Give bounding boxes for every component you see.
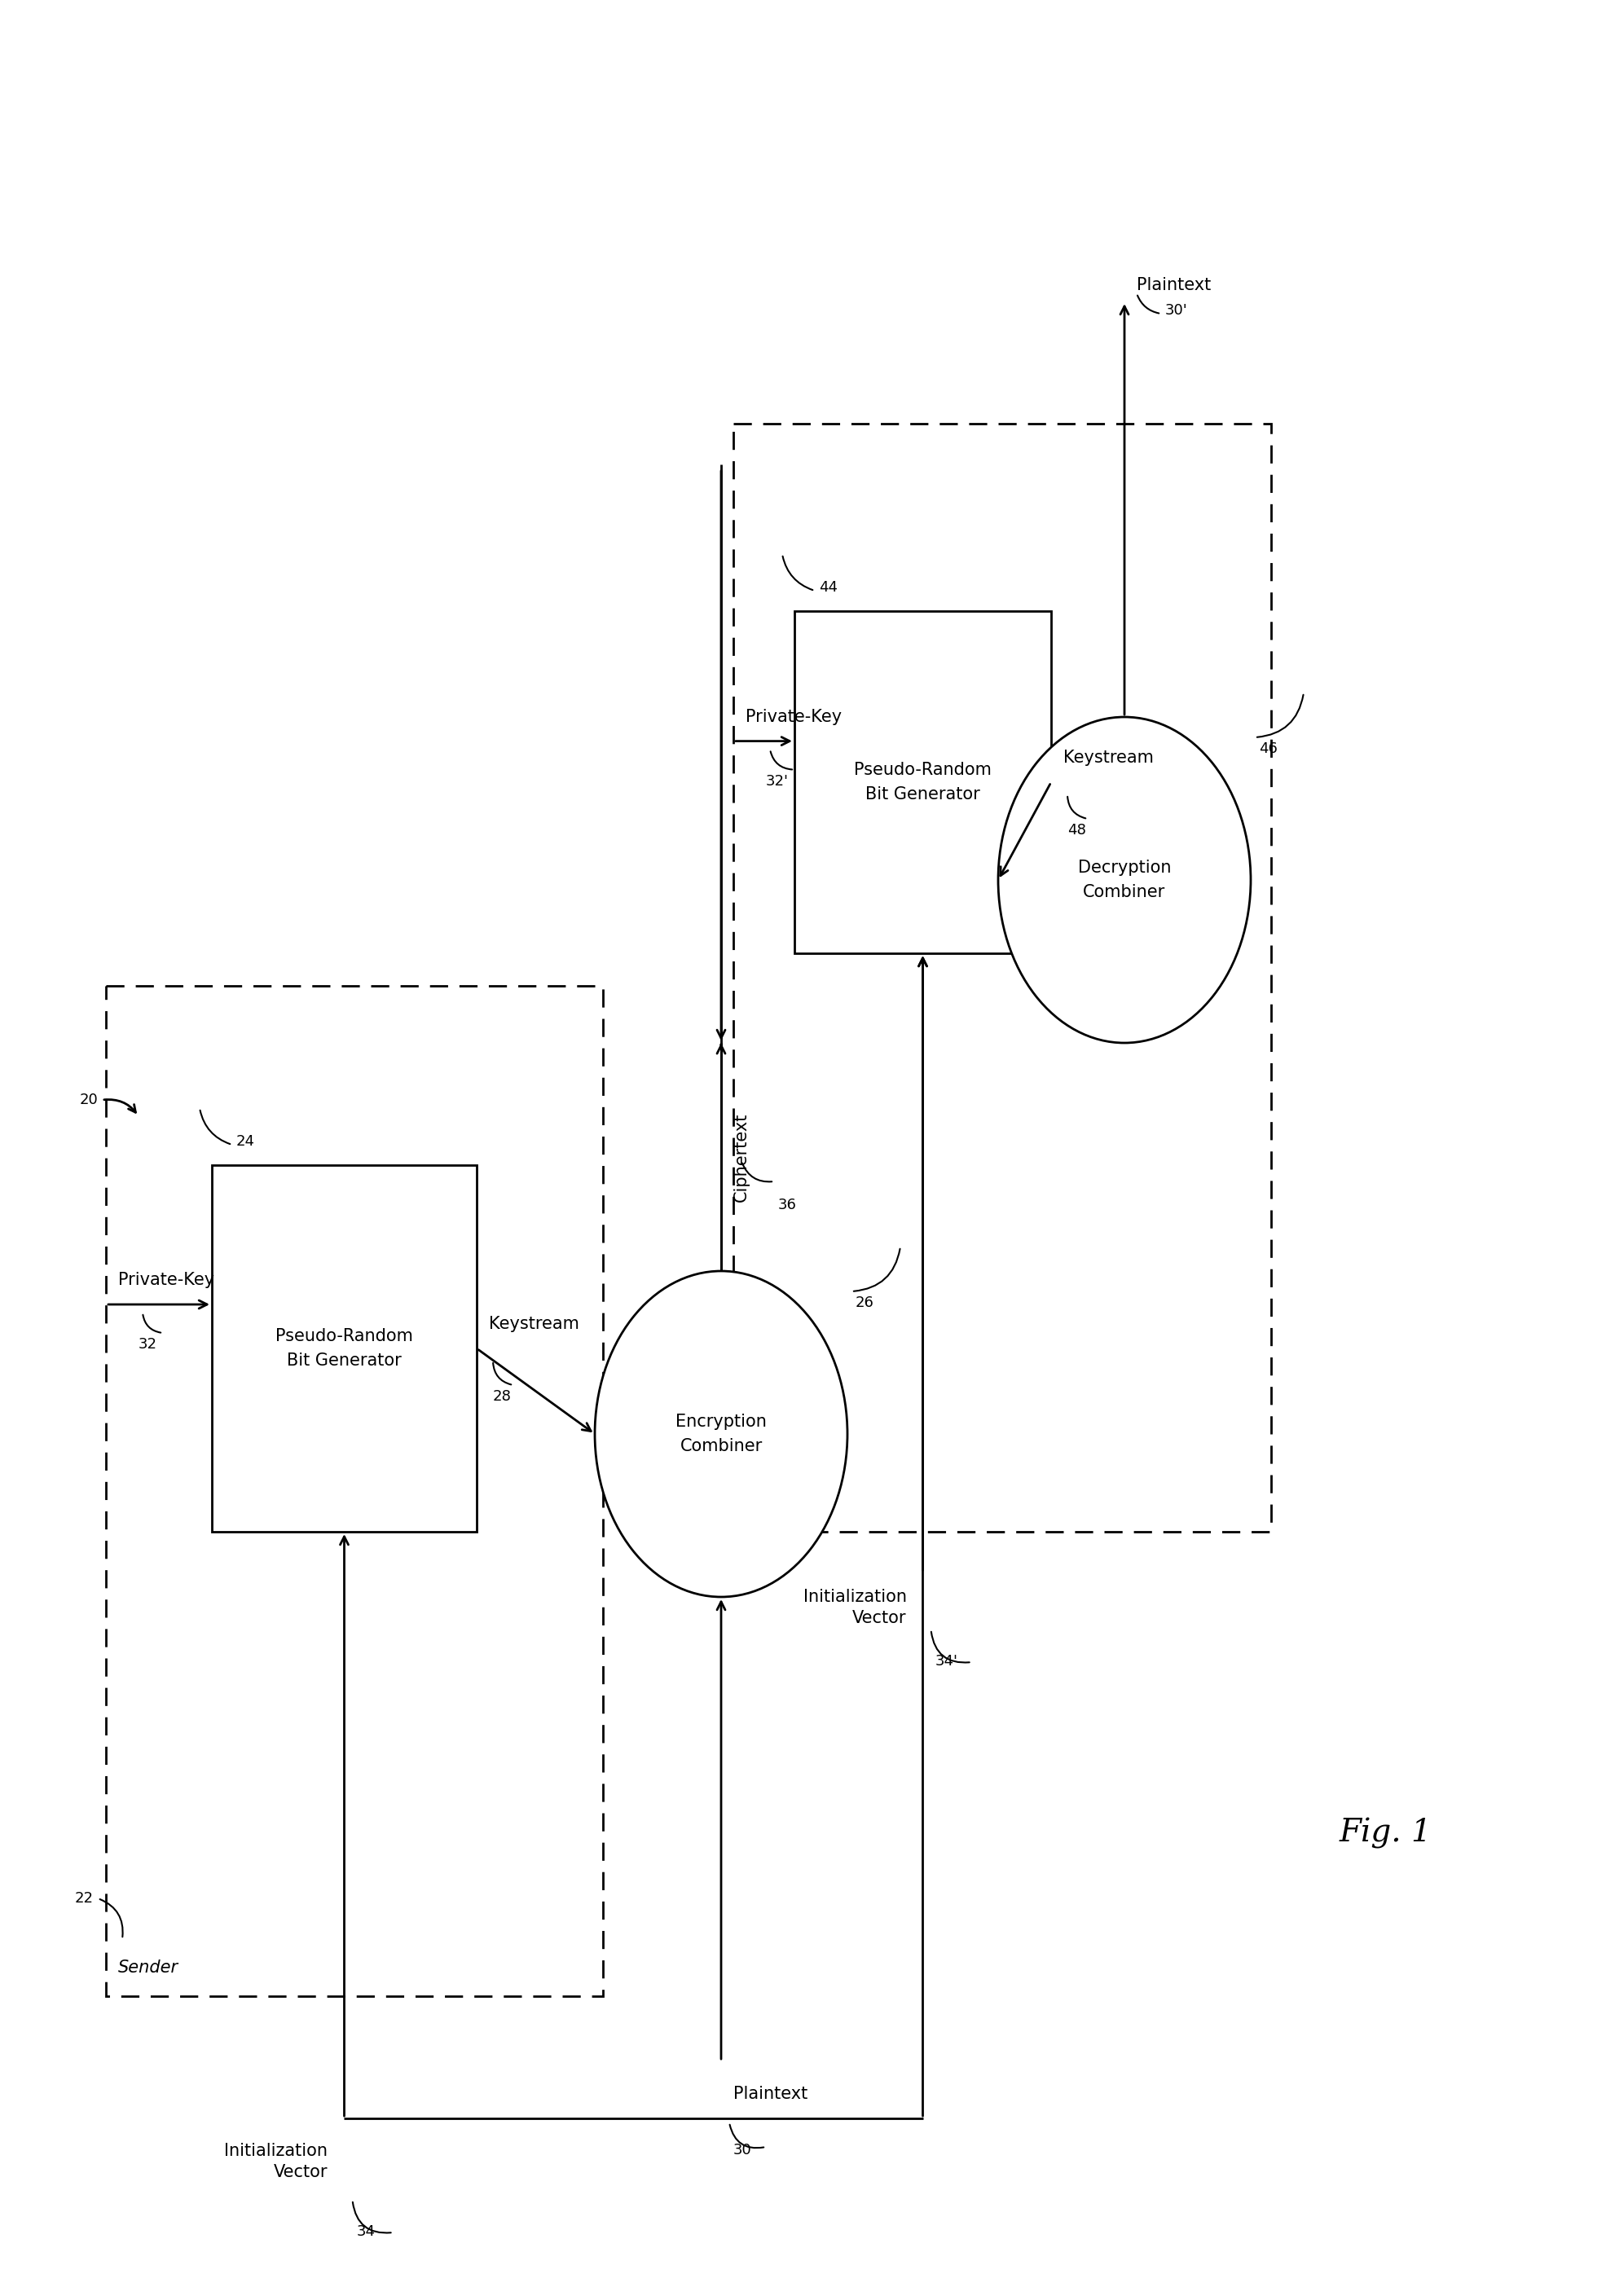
Text: 20: 20: [79, 1093, 98, 1107]
Text: Decryption
Combiner: Decryption Combiner: [1078, 859, 1171, 900]
Text: 42: 42: [702, 1426, 721, 1442]
Text: 32: 32: [138, 1336, 157, 1352]
Ellipse shape: [594, 1272, 848, 1598]
Text: Private-Key: Private-Key: [745, 709, 842, 726]
Text: Encryption
Combiner: Encryption Combiner: [676, 1414, 766, 1453]
Text: Keystream: Keystream: [1063, 748, 1153, 767]
Text: 26: 26: [856, 1295, 874, 1311]
Text: Pseudo-Random
Bit Generator: Pseudo-Random Bit Generator: [276, 1327, 413, 1368]
Text: Plaintext: Plaintext: [1137, 278, 1211, 294]
Text: 28: 28: [493, 1389, 512, 1403]
Text: Ciphertext: Ciphertext: [734, 1111, 750, 1201]
Text: Private-Key: Private-Key: [119, 1272, 214, 1288]
Text: Receiver: Receiver: [745, 1495, 821, 1511]
Text: 46: 46: [1259, 742, 1277, 755]
Text: 34': 34': [935, 1653, 957, 1669]
Text: 44: 44: [819, 581, 838, 595]
Text: Fig. 1: Fig. 1: [1339, 1818, 1431, 1848]
Text: 22: 22: [75, 1892, 93, 1906]
Text: 24: 24: [236, 1134, 255, 1148]
Text: 32': 32': [766, 774, 789, 788]
Text: 34: 34: [357, 2225, 376, 2239]
Text: Initialization
Vector: Initialization Vector: [803, 1589, 906, 1626]
Text: 30: 30: [734, 2142, 752, 2158]
Text: Sender: Sender: [119, 1958, 178, 1977]
Text: Initialization
Vector: Initialization Vector: [225, 2142, 328, 2181]
Bar: [734, 425, 1270, 1531]
Text: 30': 30': [1166, 303, 1188, 317]
Text: 48: 48: [1068, 822, 1086, 838]
Bar: [212, 1164, 477, 1531]
Bar: [106, 985, 602, 1995]
Bar: [795, 611, 1050, 953]
Text: 36: 36: [779, 1199, 797, 1212]
Ellipse shape: [999, 716, 1251, 1042]
Text: Plaintext: Plaintext: [734, 2085, 808, 2103]
Text: Keystream: Keystream: [488, 1316, 580, 1332]
Text: Pseudo-Random
Bit Generator: Pseudo-Random Bit Generator: [854, 762, 991, 801]
